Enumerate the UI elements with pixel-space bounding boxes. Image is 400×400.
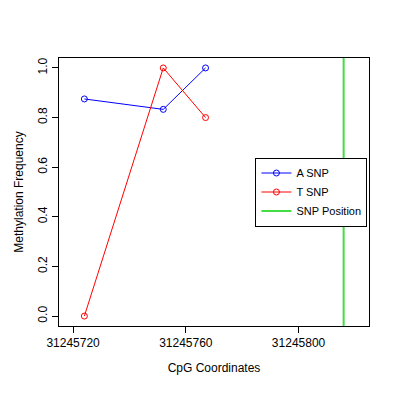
svg-text:31245720: 31245720 [46, 336, 100, 350]
svg-text:1.0: 1.0 [36, 57, 50, 74]
svg-text:A SNP: A SNP [296, 167, 328, 179]
svg-text:0.4: 0.4 [36, 206, 50, 223]
svg-text:0.6: 0.6 [36, 157, 50, 174]
svg-text:0.0: 0.0 [36, 306, 50, 323]
svg-text:SNP Position: SNP Position [296, 205, 361, 217]
svg-text:CpG Coordinates: CpG Coordinates [168, 361, 261, 375]
svg-text:31245800: 31245800 [272, 336, 326, 350]
svg-text:31245760: 31245760 [159, 336, 213, 350]
svg-text:Methylation Frequency: Methylation Frequency [12, 131, 26, 252]
svg-text:0.2: 0.2 [36, 256, 50, 273]
svg-text:0.8: 0.8 [36, 107, 50, 124]
svg-text:T SNP: T SNP [296, 186, 328, 198]
